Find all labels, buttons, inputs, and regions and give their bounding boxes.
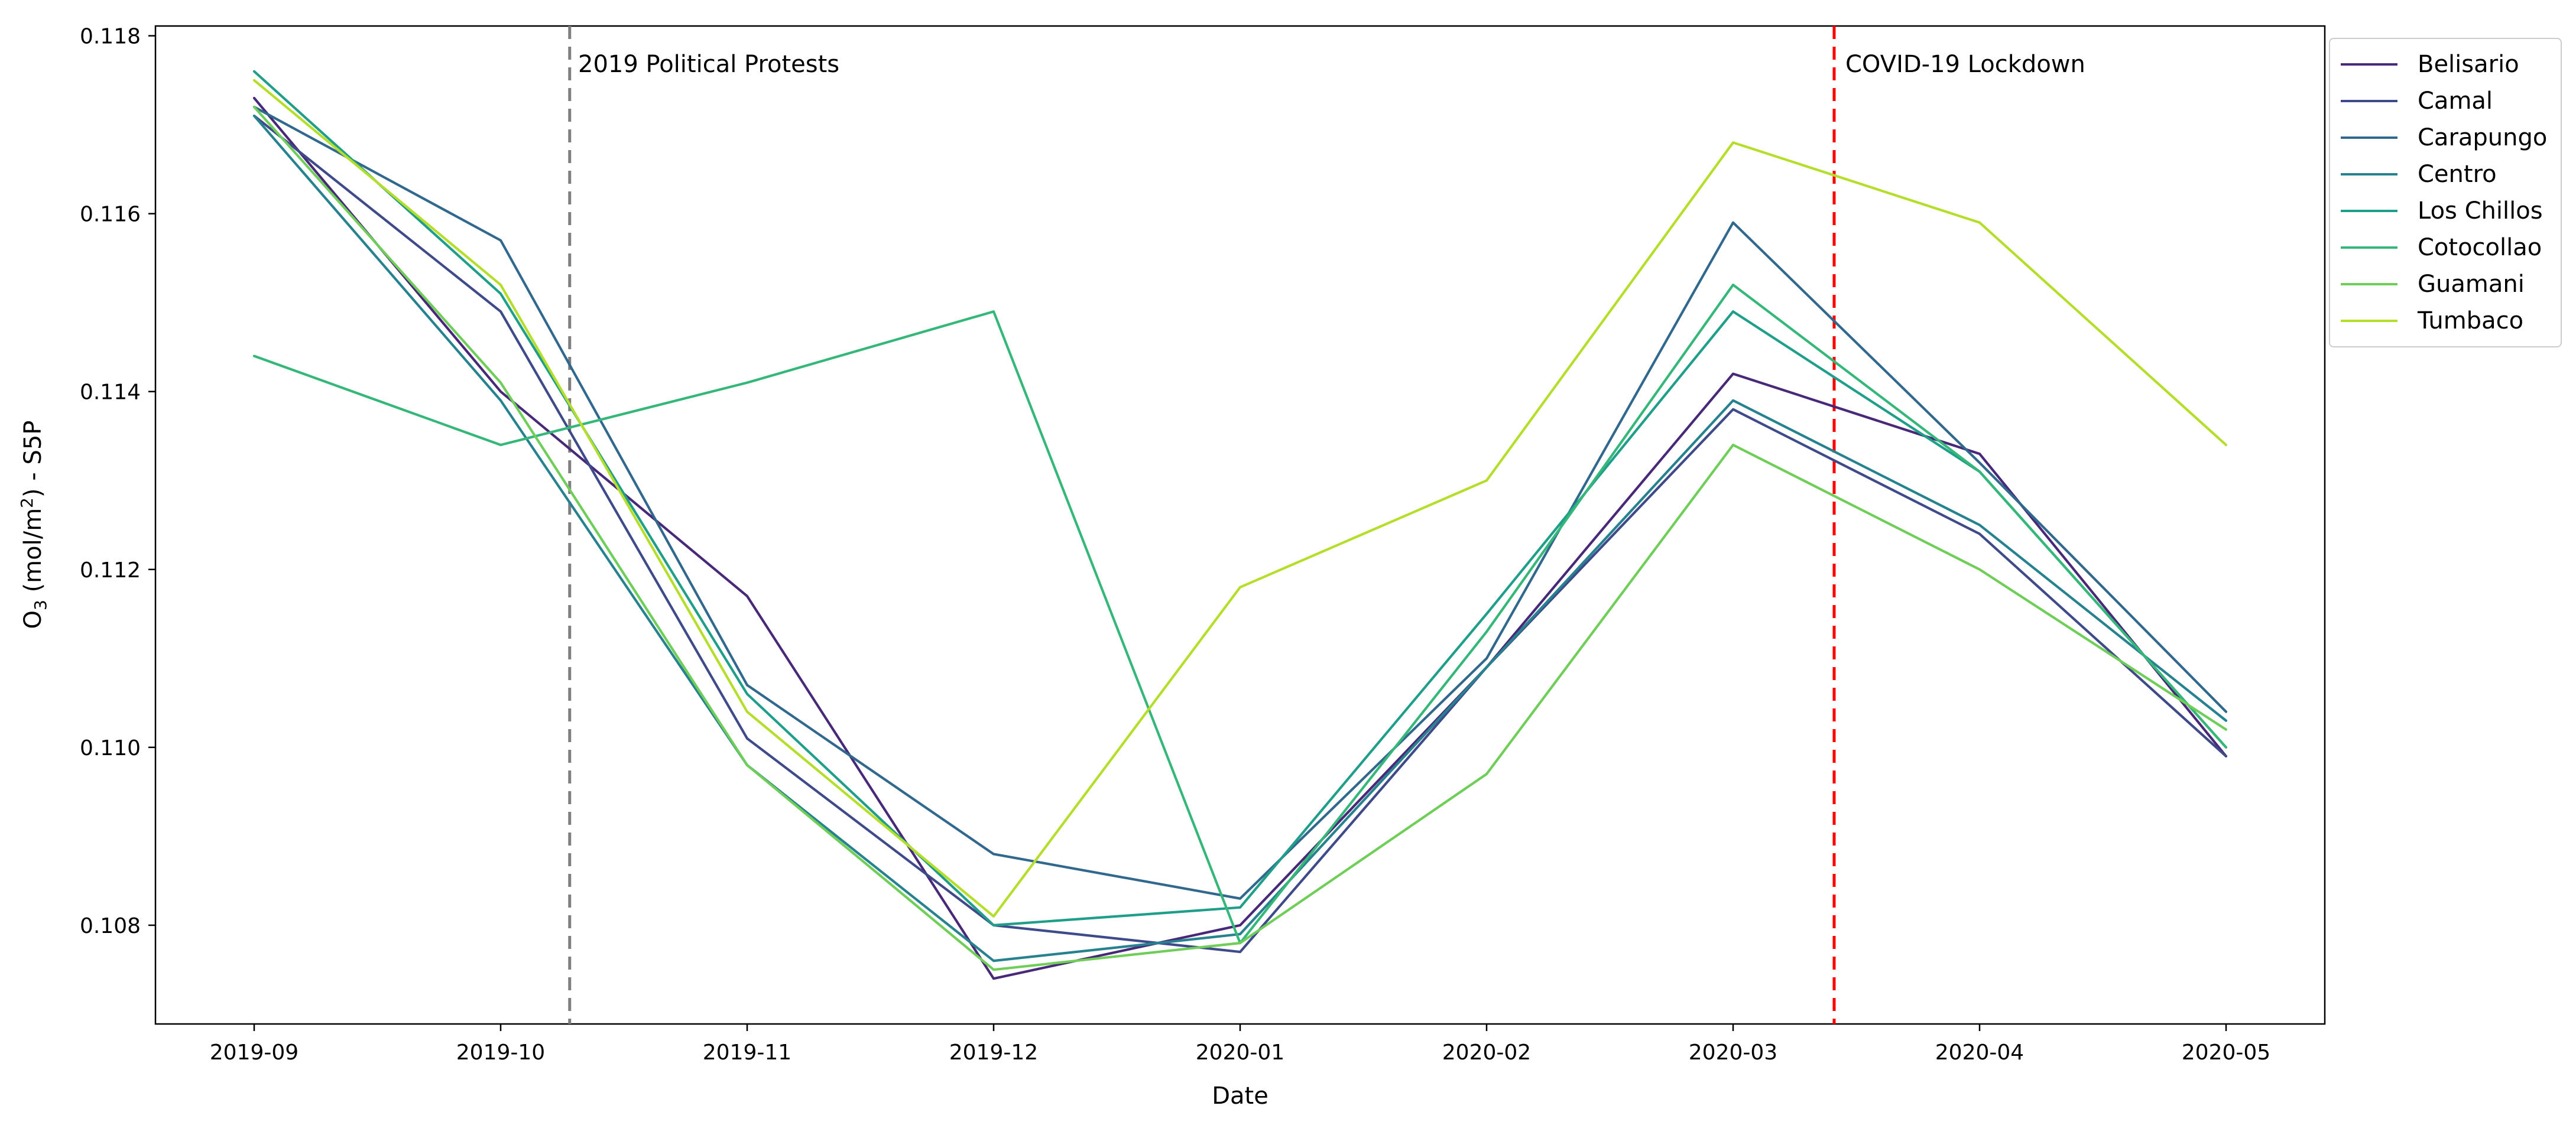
legend-swatch [2341, 210, 2397, 212]
series-line-carapungo [252, 105, 2228, 900]
legend-item-tumbaco: Tumbaco [2330, 303, 2561, 339]
annotation-protests-label: 2019 Political Protests [578, 51, 840, 78]
y-axis-label-text: O [20, 610, 47, 629]
y-tick-label: 0.118 [80, 25, 141, 49]
series-line-tumbaco [252, 79, 2228, 918]
legend-item-guamani: Guamani [2330, 266, 2561, 303]
legend-swatch [2341, 246, 2397, 249]
legend-label: Los Chillos [2418, 197, 2543, 225]
y-axis-label-superscript: 2 [17, 497, 37, 508]
x-tick-label: 2020-04 [1935, 1041, 2024, 1065]
legend-label: Carapungo [2418, 124, 2548, 151]
legend-label: Centro [2418, 161, 2497, 188]
legend-swatch [2341, 63, 2397, 66]
legend-swatch [2341, 320, 2397, 322]
y-axis-label-tail: ) - S5P [20, 420, 47, 498]
legend-label: Belisario [2418, 51, 2519, 78]
legend-swatch [2341, 136, 2397, 139]
legend: Belisario Camal Carapungo Centro Los Chillos… [2329, 38, 2562, 347]
y-axis-label: O3 (mol/m2) - S5P [17, 421, 50, 629]
series-line-los-chillos [252, 70, 2228, 927]
y-axis-label-units: (mol/m [20, 508, 47, 600]
legend-item-belisario: Belisario [2330, 46, 2561, 83]
series-line-camal [252, 114, 2228, 954]
x-tick-label: 2020-03 [1689, 1041, 1777, 1065]
legend-item-centro: Centro [2330, 156, 2561, 193]
x-tick-label: 2019-11 [703, 1041, 791, 1065]
legend-item-carapungo: Carapungo [2330, 119, 2561, 156]
y-tick-label: 0.114 [80, 381, 141, 405]
legend-swatch [2341, 173, 2397, 175]
legend-label: Camal [2418, 87, 2493, 115]
x-tick-label: 2019-09 [210, 1041, 299, 1065]
legend-swatch [2341, 100, 2397, 102]
legend-item-camal: Camal [2330, 83, 2561, 119]
y-tick-label: 0.116 [80, 203, 141, 227]
series-line-guamani [252, 105, 2228, 971]
x-tick-label: 2019-10 [456, 1041, 545, 1065]
legend-item-los-chillos: Los Chillos [2330, 193, 2561, 229]
series-line-centro [252, 114, 2228, 963]
annotation-lockdown-label: COVID-19 Lockdown [1845, 51, 2085, 78]
legend-label: Tumbaco [2418, 307, 2524, 334]
legend-swatch [2341, 283, 2397, 285]
x-tick-label: 2020-05 [2182, 1041, 2270, 1065]
x-tick-label: 2020-01 [1196, 1041, 1284, 1065]
axes-frame [154, 25, 2326, 1025]
y-axis-label-subscript: 3 [31, 600, 51, 610]
legend-item-cotocollao: Cotocollao [2330, 229, 2561, 266]
y-tick-label: 0.108 [80, 914, 141, 938]
x-tick-label: 2020-02 [1442, 1041, 1531, 1065]
x-tick-label: 2019-12 [949, 1041, 1038, 1065]
y-tick-label: 0.112 [80, 558, 141, 583]
legend-label: Cotocollao [2418, 234, 2542, 261]
x-axis-label: Date [1212, 1082, 1268, 1110]
legend-label: Guamani [2418, 271, 2525, 298]
series-line-belisario [252, 96, 2228, 980]
y-tick-label: 0.110 [80, 736, 141, 760]
series-line-cotocollao [252, 283, 2228, 945]
